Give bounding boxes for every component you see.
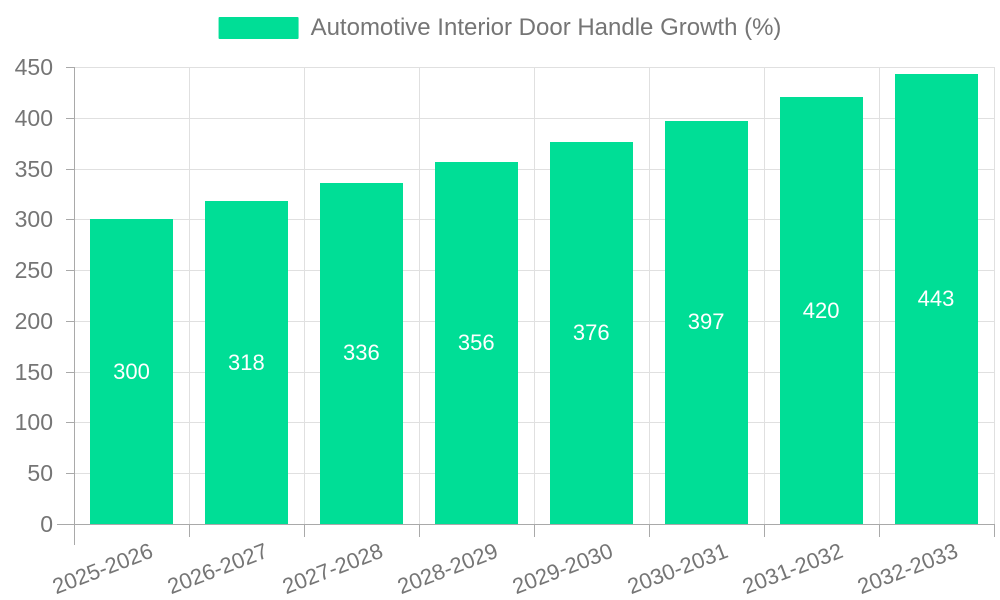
x-axis-label: 2027-2028 [279, 538, 387, 600]
x-gridline [533, 67, 535, 524]
x-gridline [878, 67, 880, 524]
x-axis-label: 2032-2033 [853, 538, 961, 600]
y-axis-label: 0 [40, 511, 53, 537]
y-axis-line [74, 67, 75, 545]
bar[interactable] [894, 74, 978, 524]
bar[interactable] [779, 97, 863, 524]
x-axis-label: 2025-2026 [49, 538, 157, 600]
y-axis-tick [66, 67, 74, 68]
x-axis-label: 2028-2029 [394, 538, 502, 600]
y-axis-label: 150 [14, 358, 53, 385]
x-axis-label: 2031-2032 [738, 538, 847, 600]
x-axis-tick [303, 524, 305, 537]
y-axis-tick [66, 270, 74, 272]
x-axis-tick [993, 524, 995, 537]
y-axis-label: 300 [14, 206, 53, 233]
bar[interactable] [434, 162, 518, 524]
x-axis-label: 2030-2031 [623, 538, 732, 600]
x-axis-label: 2026-2027 [164, 538, 272, 600]
bar[interactable] [204, 201, 288, 524]
x-axis-tick [188, 524, 190, 537]
y-axis-label: 350 [14, 155, 53, 182]
x-axis-label: 2029-2030 [508, 538, 617, 600]
x-axis-tick [648, 524, 650, 537]
x-axis-tick [878, 524, 880, 537]
y-axis-tick [66, 524, 74, 525]
x-gridline [418, 67, 420, 524]
y-axis-tick [66, 320, 74, 322]
x-gridline [303, 67, 305, 524]
x-gridline [188, 67, 190, 524]
legend-item[interactable]: Automotive Interior Door Handle Growth (… [218, 14, 782, 42]
bar[interactable] [549, 142, 633, 524]
x-axis-tick [763, 524, 765, 537]
y-axis-tick [66, 473, 74, 475]
bar[interactable] [89, 219, 173, 524]
y-axis-label: 200 [14, 307, 53, 334]
x-axis-tick [533, 524, 535, 537]
y-axis-tick [66, 219, 74, 221]
x-axis-line [57, 524, 994, 525]
y-axis-label: 250 [14, 257, 53, 284]
y-axis-tick [66, 422, 74, 424]
bar[interactable] [319, 182, 403, 524]
x-gridline [648, 67, 650, 524]
y-axis-tick [66, 371, 74, 373]
legend-label: Automotive Interior Door Handle Growth (… [310, 14, 782, 41]
x-axis-tick [418, 524, 420, 537]
y-axis-label: 50 [27, 460, 53, 487]
legend-swatch-icon [218, 17, 299, 39]
x-axis-tick [74, 524, 75, 537]
y-axis-tick [66, 168, 74, 170]
y-axis-label: 450 [14, 54, 53, 80]
y-axis-label: 400 [14, 104, 53, 131]
x-gridline [763, 67, 765, 524]
x-gridline [993, 67, 995, 524]
bar[interactable] [664, 120, 748, 524]
y-axis-label: 100 [14, 409, 53, 436]
y-axis-tick [66, 117, 74, 119]
